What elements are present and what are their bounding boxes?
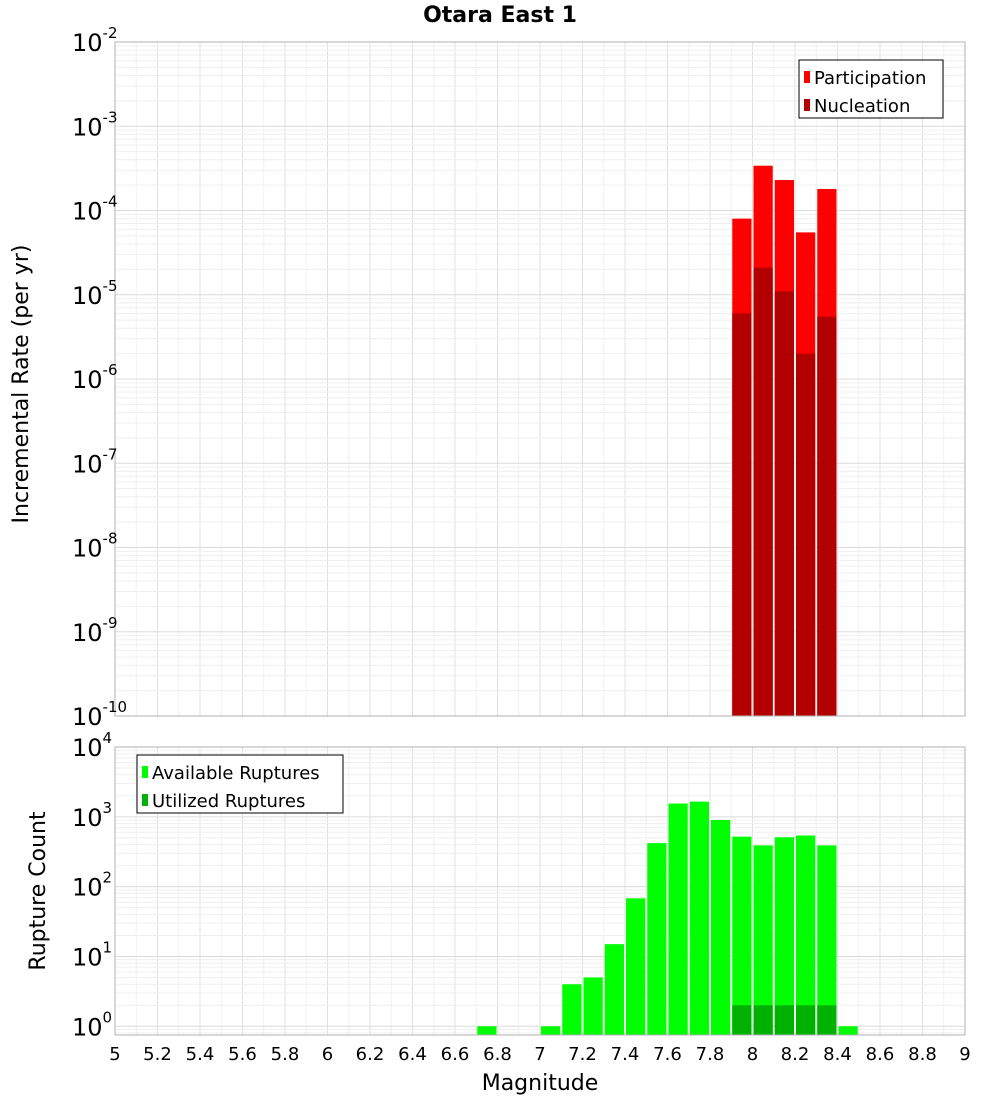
bar [753,1005,773,1035]
x-tick-label: 6.8 [483,1044,512,1065]
bar [711,820,731,1035]
bar [732,836,752,1035]
bar [583,977,603,1035]
legend-label: Available Ruptures [152,763,320,784]
plot-border-top [114,41,966,717]
legend-label: Nucleation [814,96,910,117]
y-tick-label: 10-10 [72,698,127,731]
x-tick-label: 6.4 [398,1044,427,1065]
bar-series-nucleation [732,267,837,716]
x-tick-label: 6.6 [441,1044,470,1065]
bar [817,316,837,716]
y-tick-label: 101 [72,938,112,971]
x-tick-label: 5 [109,1044,120,1065]
x-tick-label: 7.4 [611,1044,640,1065]
y-tick-label: 10-7 [72,445,118,478]
y-tick-labels-1: 100 101 102 103 104 [72,729,112,1041]
x-tick-label: 8.8 [908,1044,937,1065]
y-axis-title-top: Incremental Rate (per yr) [9,245,34,524]
chart-title: Otara East 1 [423,3,577,28]
legend-label: Participation [814,68,926,89]
x-tick-label: 8 [747,1044,758,1065]
bar [477,1026,497,1035]
y-tick-label: 10-8 [72,530,118,563]
bar-series-utilized-ruptures [732,1005,837,1035]
x-tick-label: 5.2 [143,1044,172,1065]
bar [668,803,688,1035]
bar [796,835,816,1035]
x-axis-title: Magnitude [482,1071,599,1096]
bar [562,984,582,1035]
bar [774,837,794,1035]
x-tick-labels: 5 5.2 5.4 5.6 5.8 6 6.2 6.4 6.6 6.8 7 7.2 7.4 7.6 7.8 8… [109,1044,970,1065]
legend-swatch [142,794,148,806]
bar [647,843,667,1035]
x-tick-label: 8.2 [781,1044,810,1065]
x-tick-label: 5.8 [271,1044,300,1065]
x-tick-label: 6.2 [356,1044,385,1065]
legend-swatch [804,71,810,83]
y-tick-label: 10-3 [72,108,118,141]
legend-box [136,754,344,814]
plot-border-bottom [114,746,966,1036]
legend-box [798,59,944,119]
y-tick-label: 103 [72,799,112,832]
bar [774,1005,794,1035]
bar [689,801,709,1035]
bar [626,898,646,1035]
bar [838,1026,858,1035]
y-axis-title-bottom: Rupture Count [26,811,51,971]
y-tick-label: 102 [72,869,112,902]
y-tick-label: 10-6 [72,361,118,394]
y-tick-label: 10-5 [72,277,118,310]
bar [796,353,816,716]
bar [753,267,773,716]
bar [541,1026,561,1035]
y-tick-labels-0: 10-2 10-3 10-4 10-5 10-6 10-7 10-8 10-9 10-10 [72,24,127,731]
x-tick-label: 7.2 [568,1044,597,1065]
legend-1: Available Ruptures Utilized Ruptures [136,754,344,814]
bar-series-available-ruptures [477,801,858,1035]
bar [817,845,837,1035]
legend-swatch [804,99,810,111]
gridlines-0 [114,42,966,717]
x-tick-label: 7.8 [696,1044,725,1065]
bar [604,944,624,1035]
bar [732,313,752,716]
y-tick-label: 100 [72,1008,112,1041]
x-tick-label: 7 [534,1044,545,1065]
bar [796,1005,816,1035]
legend-label: Utilized Ruptures [152,791,305,812]
y-tick-label: 10-2 [72,24,118,57]
bar [774,291,794,716]
x-tick-label: 9 [959,1044,970,1065]
x-tick-label: 5.6 [228,1044,257,1065]
legend-swatch [142,766,148,778]
x-tick-label: 5.4 [186,1044,215,1065]
x-tick-label: 6 [322,1044,333,1065]
x-tick-label: 7.6 [653,1044,682,1065]
bar [817,1005,837,1035]
bar [732,1005,752,1035]
legend-0: Participation Nucleation [798,59,944,119]
y-tick-label: 10-4 [72,193,118,226]
y-tick-label: 10-9 [72,614,118,647]
bar [753,845,773,1035]
y-tick-label: 104 [72,729,112,762]
x-tick-label: 8.4 [823,1044,852,1065]
x-tick-label: 8.6 [866,1044,895,1065]
